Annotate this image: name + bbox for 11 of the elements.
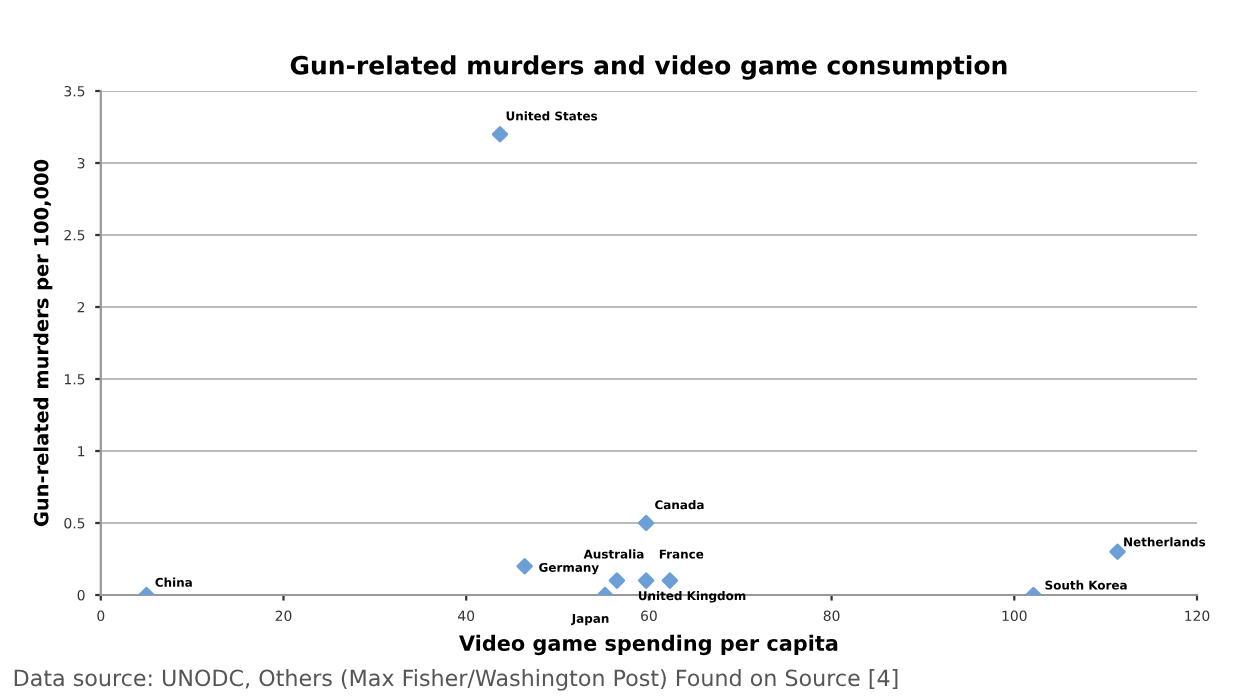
chart-title: Gun-related murders and video game consumption <box>290 55 1007 80</box>
point <box>516 558 533 575</box>
y-axis-title: Gun-related murders per 100,000 <box>33 159 53 527</box>
point <box>608 572 626 589</box>
x-axis-title: Video game spending per capita <box>459 634 838 656</box>
point <box>637 572 655 589</box>
point <box>661 572 679 589</box>
point <box>1109 543 1126 560</box>
point <box>491 126 509 143</box>
source-note: Data source: UNODC, Others (Max Fisher/Washington Post) Found on Source [4] <box>14 669 898 691</box>
point <box>637 514 655 532</box>
